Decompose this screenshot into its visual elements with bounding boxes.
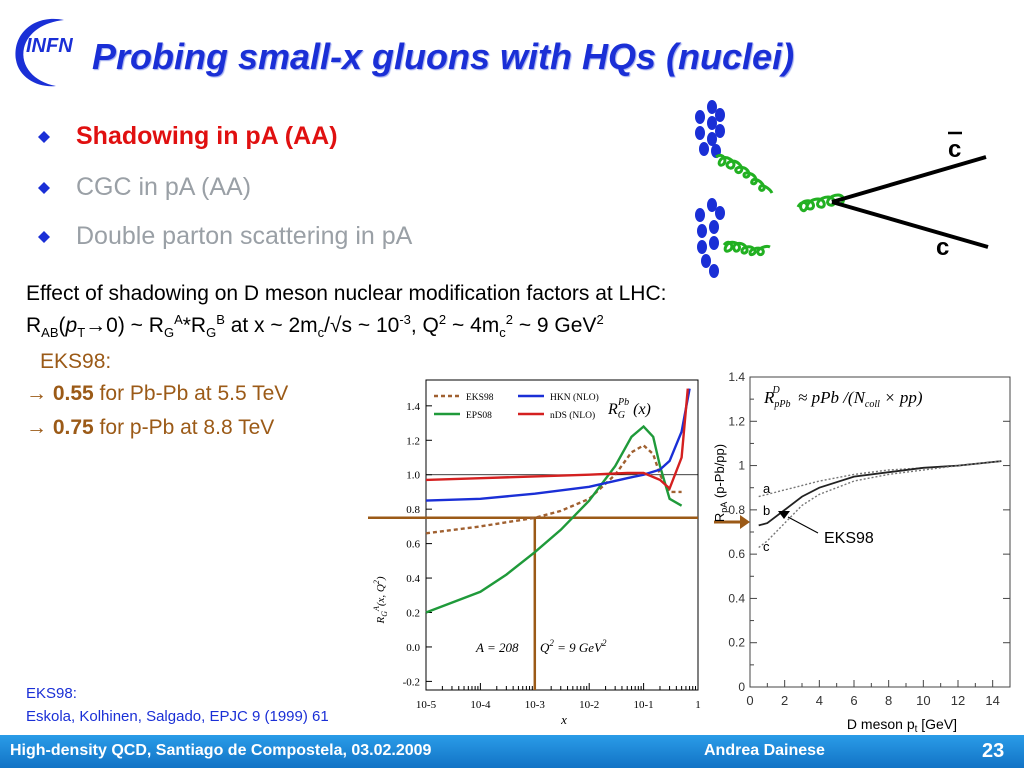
reference-citation: Eskola, Kolhinen, Salgado, EPJC 9 (1999)… (26, 708, 329, 725)
body-formula-line: RAB(pT→0) ~ RGA*RGB at x ~ 2mc/√s ~ 10-3… (26, 312, 604, 341)
chart1-series-eks98 (425, 443, 682, 535)
chart1-ytick-label: 1.4 (406, 401, 420, 413)
chart1-xtick-label: 10-3 (525, 699, 546, 711)
chart2-ytick-label: 0.8 (728, 503, 745, 517)
chart2-legend: EKS98 (824, 530, 874, 547)
chart2-ylabel: RpA (p-Pb/pp) (712, 444, 729, 522)
chart2-legend-line (787, 516, 819, 534)
chart1-ytick-label: -0.2 (403, 676, 420, 688)
chart1-xtick-label: 10-1 (634, 699, 654, 711)
ppb-result: → 0.75 for p-Pb at 8.8 TeV (26, 416, 275, 439)
pbpb-result: → 0.55 for Pb-Pb at 5.5 TeV (26, 382, 289, 405)
chart1-annotation: RGPb (x) (607, 397, 651, 421)
chart2-frame (749, 376, 1011, 688)
chart1-ylabel: RGA(x, Q2) (372, 576, 389, 624)
chart1-series-hkn-nlo- (425, 388, 691, 502)
chart2-xtick-label: 6 (850, 693, 857, 708)
chart2-ytick-label: 1.2 (728, 414, 745, 428)
chart1-legend-entry: nDS (NLO) (550, 410, 595, 421)
chart1-note-q: Q2 = 9 GeV2 (540, 638, 607, 655)
infn-logo: INFN (15, 18, 73, 87)
chart2-series-a (758, 460, 1002, 498)
ppb-value: 0.75 (52, 416, 94, 439)
gluon-lines (715, 153, 845, 257)
diamond-bullet-icon (38, 131, 50, 143)
chart1-legend: EKS98 EPS08 HKN (NLO) nDS (NLO) (434, 392, 599, 421)
quark-label: c (936, 234, 949, 261)
page-number: 23 (982, 740, 1005, 762)
chart2-ytick-label: 1 (738, 459, 745, 473)
chart1-ytick-label: 0.6 (406, 539, 420, 551)
ppb-text: for p-Pb at 8.8 TeV (93, 416, 275, 439)
pointer-arrow-icon (714, 515, 750, 529)
diamond-bullet-icon (38, 231, 50, 243)
chart1-xtick-label: 10-2 (579, 699, 599, 711)
bullet-label: Shadowing in pA (AA) (76, 122, 338, 150)
footer-event: High-density QCD, Santiago de Compostela… (10, 742, 432, 759)
quark-line-bottom (831, 200, 989, 249)
chart2-marker-icon (778, 511, 790, 519)
logo-text: INFN (26, 35, 73, 57)
footer-author: Andrea Dainese (704, 742, 825, 759)
nucleus-top-icon (695, 100, 725, 158)
chart2-formula: RpPbD ≈ pPb /(Ncoll × pp) (763, 385, 923, 410)
quark-line-top (831, 155, 987, 204)
reference-label: EKS98: (26, 685, 77, 702)
bullet-label: Double parton scattering in pA (76, 222, 413, 250)
gluon-shadowing-chart: -0.2 0.0 0.2 0.4 0.6 0.8 1.0 1.2 1.4 10-5 10-4 10-3… (368, 379, 701, 727)
chart2-xlabel: D meson pt [GeV] (847, 716, 957, 735)
chart2-series-eks98 (758, 460, 1002, 527)
diamond-bullet-icon (38, 182, 50, 194)
chart1-xlabel: x (560, 712, 567, 727)
eks98-label: EKS98: (40, 350, 112, 373)
chart1-note-a: A = 208 (475, 640, 519, 655)
rpa-chart: 0 0.2 0.4 0.6 0.8 1 1.2 1.4 0 2 4 6 8 10 12 14 RpA (p-P… (712, 370, 1011, 735)
chart2-ytick-label: 0.6 (728, 547, 745, 561)
chart2-xtick-label: 2 (781, 693, 788, 708)
chart2-curve-label-c: c (763, 539, 770, 554)
bullet-label: CGC in pA (AA) (76, 173, 252, 201)
chart1-legend-entry: EPS08 (466, 411, 492, 421)
chart1-series-nds-nlo- (425, 388, 689, 491)
chart1-legend-entry: HKN (NLO) (550, 392, 599, 403)
footer-bar (0, 735, 1024, 768)
chart1-ytick-label: 1.0 (406, 470, 420, 482)
svg-text:RpPbD ≈ pPb /(Ncoll × pp): RpPbD ≈ pPb /(Ncoll × pp) (763, 385, 923, 410)
svg-text:RGPb (x): RGPb (x) (607, 397, 651, 421)
chart1-ytick-label: 0.4 (406, 573, 420, 585)
chart2-xtick-label: 14 (985, 693, 999, 708)
chart2-curve-label-b: b (763, 503, 770, 518)
chart2-ytick-label: 1.4 (728, 370, 745, 384)
chart2-series-c (758, 460, 1002, 549)
chart2-ytick-label: 0.4 (728, 591, 745, 605)
chart1-xtick-label: 10-5 (416, 699, 437, 711)
chart2-curve-label-a: a (763, 481, 771, 496)
pbpb-text: for Pb-Pb at 5.5 TeV (93, 382, 289, 405)
chart2-xtick-label: 10 (916, 693, 930, 708)
nucleus-bottom-icon (695, 198, 725, 278)
chart2-ytick-label: 0 (738, 680, 745, 694)
slide-title: Probing small-x gluons with HQs (nuclei) (92, 36, 795, 77)
chart2-xtick-label: 8 (885, 693, 892, 708)
antiquark-label: c (948, 136, 961, 163)
chart2-xtick-label: 12 (951, 693, 965, 708)
chart1-ytick-label: 0.0 (406, 642, 420, 654)
chart1-series-eps08 (425, 424, 683, 614)
chart1-ytick-label: 0.2 (406, 608, 420, 620)
chart2-xtick-label: 4 (816, 693, 823, 708)
chart2-ytick-label: 0.2 (728, 636, 745, 650)
chart1-ytick-label: 1.2 (406, 435, 420, 447)
gluon-fusion-diagram: c c (695, 100, 989, 278)
chart1-legend-entry: EKS98 (466, 393, 494, 403)
chart1-ytick-label: 0.8 (406, 504, 420, 516)
chart2-xtick-label: 0 (746, 693, 753, 708)
chart1-xtick-label: 1 (695, 699, 701, 711)
body-line-1: Effect of shadowing on D meson nuclear m… (26, 282, 667, 305)
chart1-xtick-label: 10-4 (470, 699, 491, 711)
pbpb-value: 0.55 (52, 382, 94, 405)
